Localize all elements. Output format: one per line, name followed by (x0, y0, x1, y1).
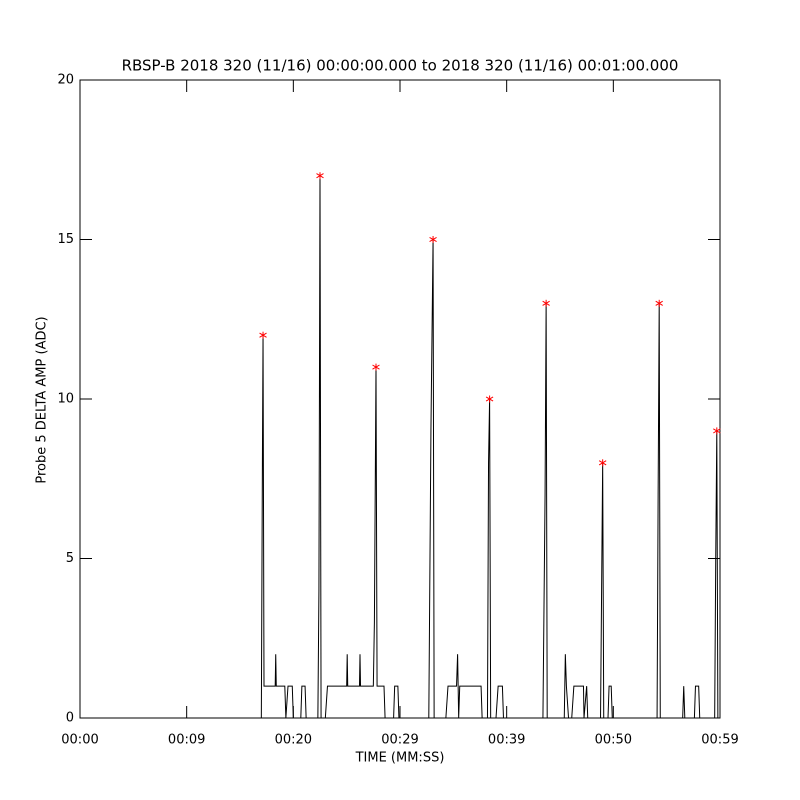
chart-title: RBSP-B 2018 320 (11/16) 00:00:00.000 to … (122, 57, 679, 75)
x-tick-label: 00:09 (168, 733, 205, 748)
peak-marker-stroke (655, 300, 663, 306)
peak-marker (429, 236, 437, 243)
y-tick-label: 20 (57, 73, 74, 88)
peak-marker-stroke (429, 236, 437, 243)
x-tick-label: 00:39 (488, 733, 525, 748)
peak-marker (372, 363, 380, 371)
peak-marker (316, 172, 324, 180)
y-tick-label: 5 (66, 551, 74, 566)
peak-marker-stroke (372, 364, 380, 370)
peak-marker (598, 459, 607, 467)
y-tick-label: 0 (66, 711, 74, 726)
x-tick-label: 00:29 (381, 733, 418, 748)
peak-marker-stroke (713, 428, 721, 434)
x-axis-label: TIME (MM:SS) (355, 751, 445, 766)
x-tick-label: 00:59 (701, 733, 738, 748)
peak-marker-stroke (485, 396, 494, 402)
y-axis-label: Probe 5 DELTA AMP (ADC) (35, 316, 50, 483)
peak-marker (485, 395, 494, 403)
peak-marker-stroke (259, 332, 267, 338)
x-tick-label: 00:20 (275, 733, 312, 748)
y-tick-label: 15 (57, 232, 74, 247)
peak-marker (655, 299, 663, 307)
plot-frame (79, 79, 721, 719)
trace-line (80, 175, 720, 719)
peak-marker (542, 299, 550, 307)
x-tick-label: 00:00 (61, 733, 98, 748)
y-tick-label: 10 (57, 392, 74, 407)
peak-marker-stroke (542, 300, 550, 306)
peak-marker (713, 427, 721, 435)
x-tick-label: 00:50 (595, 733, 632, 748)
peak-marker (259, 331, 267, 339)
peak-marker-stroke (598, 460, 607, 466)
peak-marker-stroke (316, 173, 324, 179)
